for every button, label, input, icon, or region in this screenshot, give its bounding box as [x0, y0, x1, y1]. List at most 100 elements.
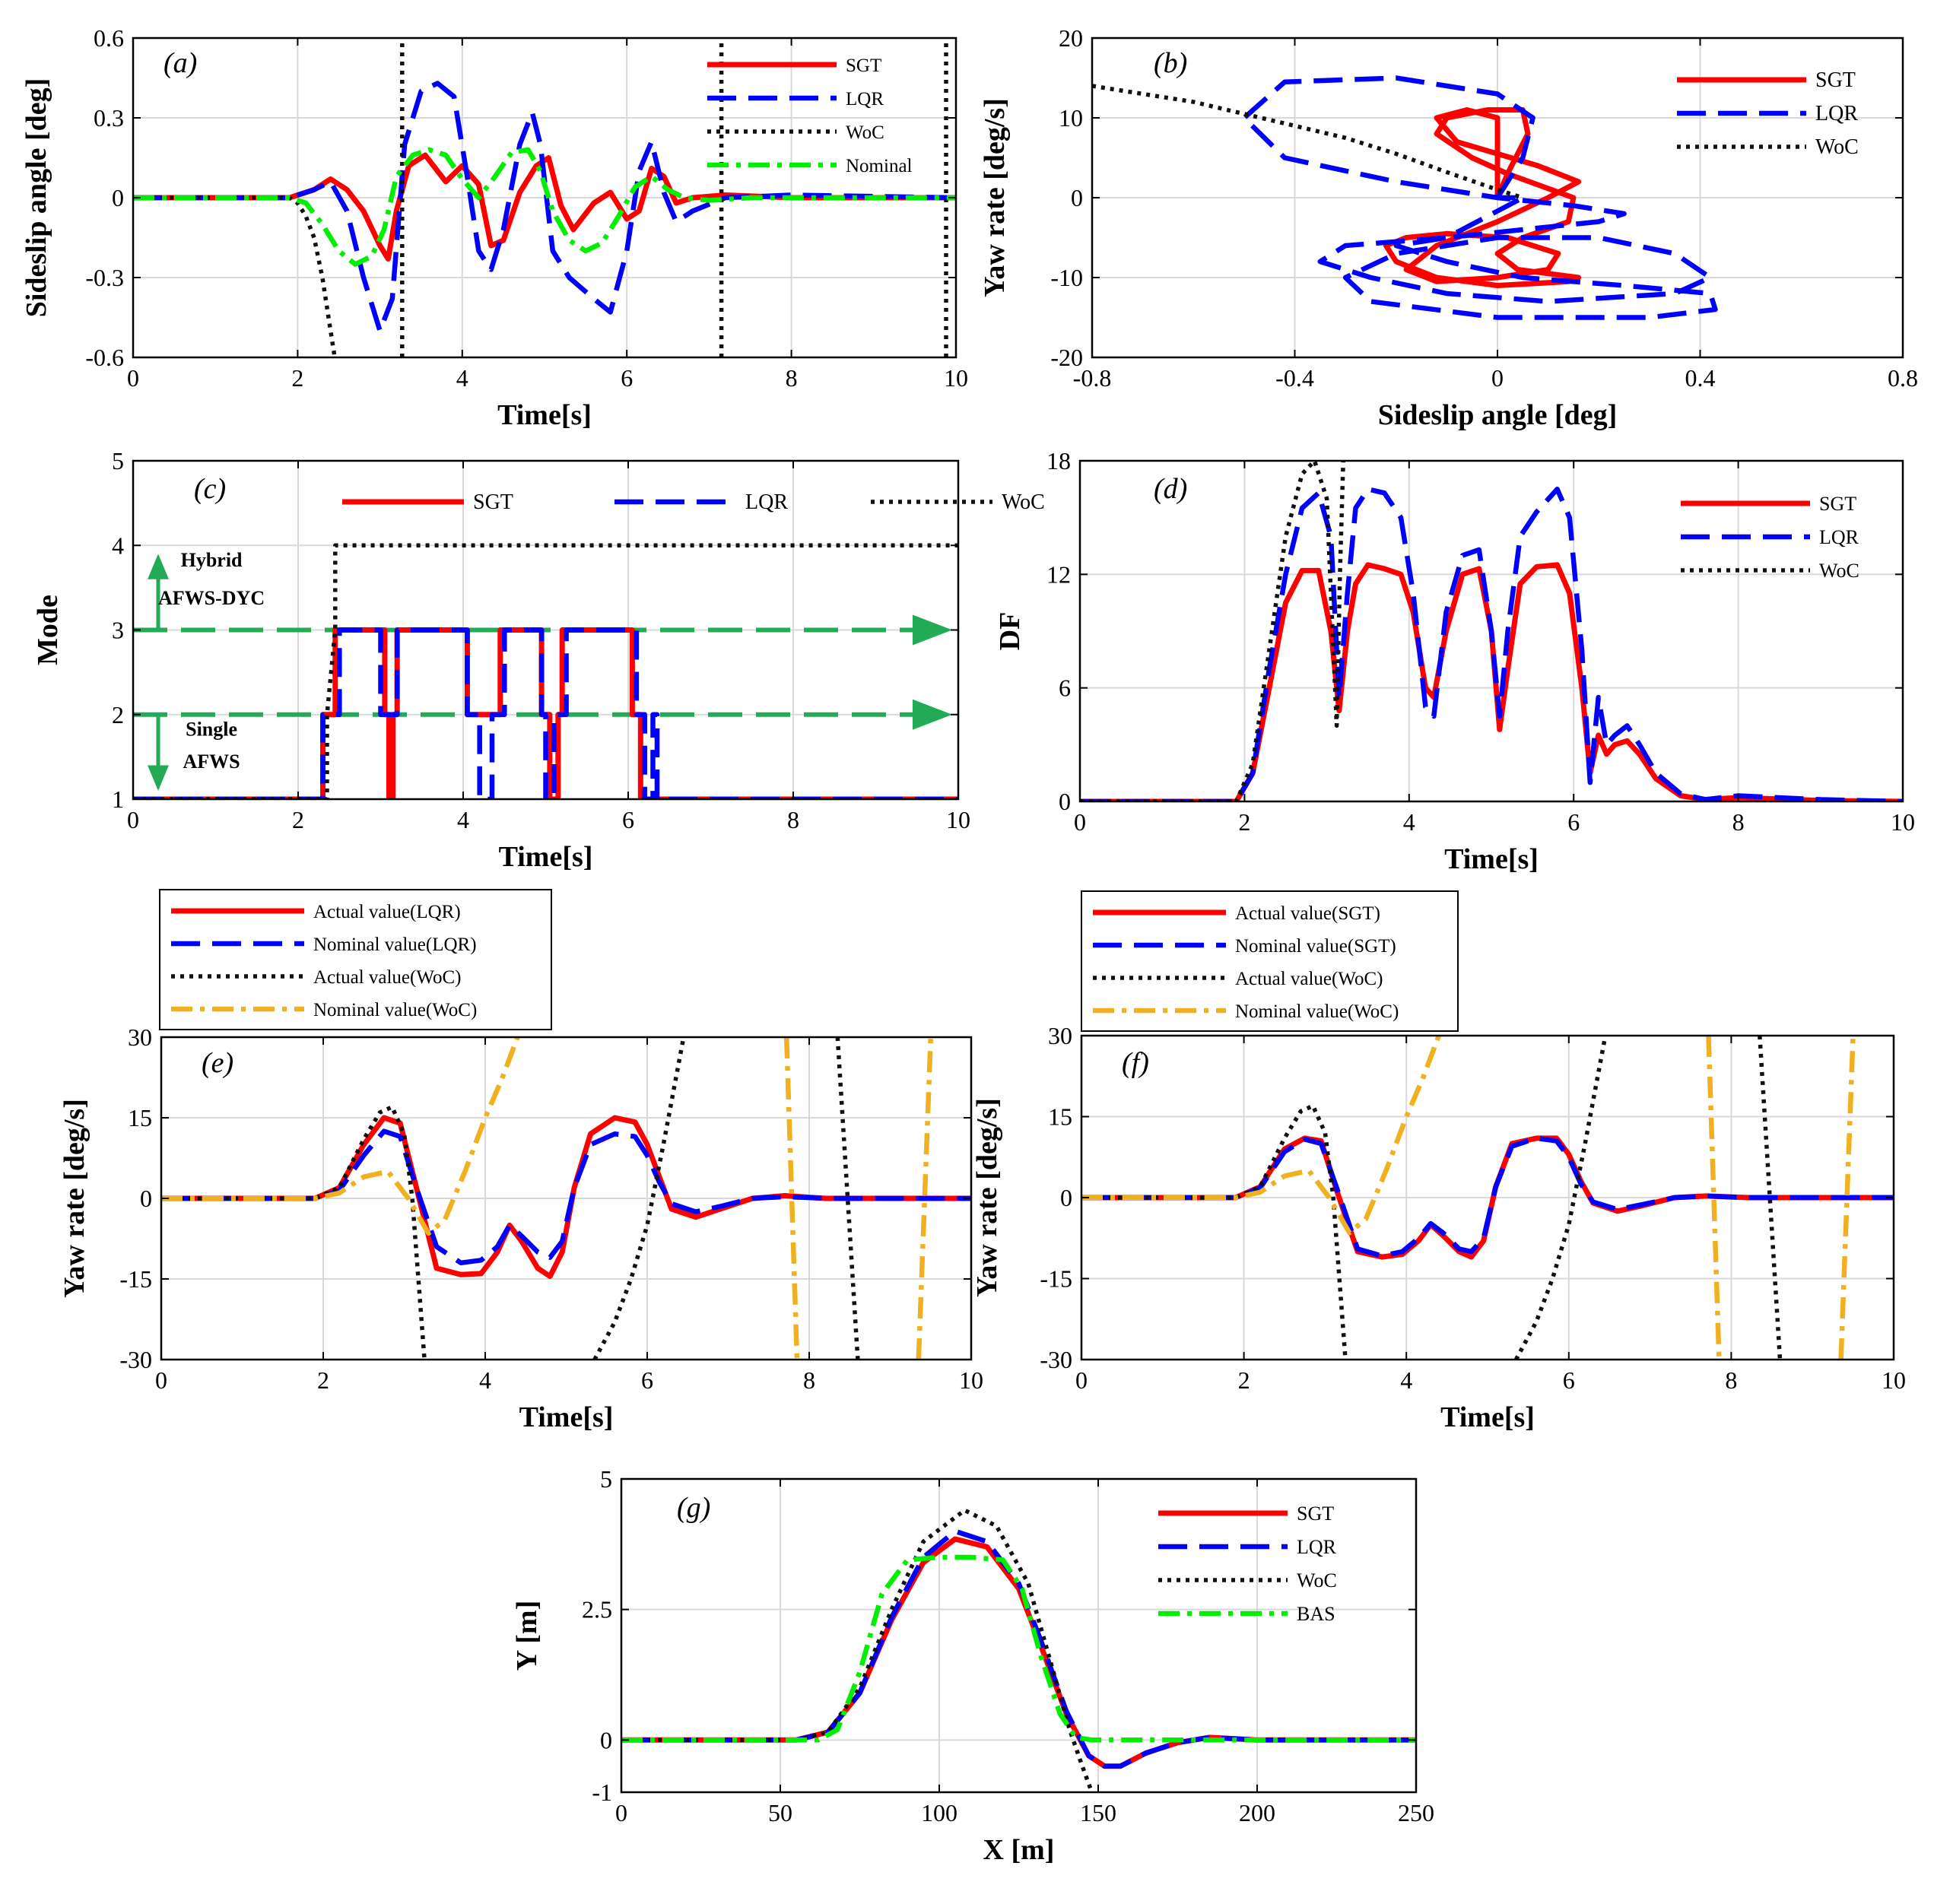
- legend-label: LQR: [846, 89, 884, 109]
- legend-label: Nominal value(WoC): [313, 1000, 477, 1020]
- panel-label: (b): [1154, 47, 1187, 79]
- x-axis-label: X [m]: [983, 1834, 1055, 1866]
- x-tick-label: 4: [1400, 1366, 1412, 1394]
- legend: SGT LQR WoC: [1677, 68, 1859, 159]
- y-tick-label: -1: [592, 1779, 612, 1806]
- series-group: [161, 1037, 971, 1360]
- legend-label: Actual value(SGT): [1235, 903, 1380, 924]
- y-axis-label: Yaw rate [deg/s]: [979, 98, 1011, 297]
- legend-label: WoC: [1297, 1569, 1337, 1591]
- legend-label: LQR: [745, 490, 788, 514]
- legend-label: SGT: [846, 56, 881, 76]
- y-tick-label: 12: [1046, 560, 1071, 588]
- series-group: [1081, 1036, 1894, 1360]
- x-tick-label: 8: [803, 1366, 815, 1394]
- x-tick-label: 0: [127, 806, 139, 833]
- legend-label: WoC: [1819, 560, 1859, 582]
- x-tick-label: 0: [1074, 808, 1086, 836]
- panel-label: (g): [677, 1492, 710, 1524]
- x-tick-label: 50: [768, 1799, 792, 1826]
- x-tick-label: 0: [1491, 364, 1504, 392]
- series-line-lqr: [1241, 75, 1718, 320]
- panel-label: (c): [194, 473, 226, 505]
- legend-label: Actual value(WoC): [1235, 969, 1383, 989]
- x-tick-label: 200: [1239, 1799, 1275, 1826]
- legend-label: LQR: [1297, 1536, 1337, 1558]
- legend: Actual value(LQR) Nominal value(LQR) Actua…: [159, 889, 552, 1030]
- y-axis-label: Sideslip angle [deg]: [21, 78, 52, 318]
- x-tick-label: 6: [622, 806, 634, 833]
- series-group: [621, 1508, 1416, 1792]
- series-line-nominal-value-woc-: [1706, 1036, 1722, 1360]
- legend-label: WoC: [1002, 490, 1045, 514]
- x-axis-label: Sideslip angle [deg]: [1378, 399, 1618, 431]
- y-tick-label: 6: [1059, 674, 1071, 702]
- x-tick-label: 0: [1075, 1366, 1088, 1394]
- y-tick-label: 0: [1071, 184, 1083, 211]
- x-tick-label: 4: [1403, 808, 1415, 836]
- y-tick-label: 0: [112, 184, 124, 211]
- series-line-actual-value-lqr-: [161, 1115, 971, 1279]
- x-tick-label: 2: [1238, 808, 1250, 836]
- x-tick-label: 8: [786, 364, 798, 392]
- y-tick-label: -0.6: [85, 344, 124, 371]
- y-axis-label: Y [m]: [511, 1601, 543, 1671]
- annotation: Hybrid: [181, 549, 243, 571]
- x-tick-label: 2: [292, 806, 304, 833]
- x-tick-label: 10: [1882, 1366, 1906, 1394]
- arrow-up-icon: [148, 554, 169, 579]
- panel-g: 0 50 100 150 200 250-102.55X [m]Y [m](g) SGTLQ…: [511, 1465, 1434, 1866]
- series-group: [1092, 75, 1718, 320]
- x-tick-label: 150: [1080, 1799, 1116, 1826]
- legend-label: Actual value(WoC): [313, 967, 461, 988]
- x-tick-label: 2: [317, 1366, 329, 1394]
- series-line-nominal-value-lqr-: [161, 1128, 971, 1266]
- y-tick-label: 18: [1046, 447, 1071, 474]
- y-tick-label: 5: [112, 447, 124, 474]
- x-tick-label: 8: [1725, 1366, 1737, 1394]
- x-axis-label: Time[s]: [1444, 843, 1539, 875]
- x-tick-label: 6: [1567, 808, 1580, 836]
- series-line-nominal-value-woc-: [916, 1037, 934, 1360]
- y-tick-label: 0: [600, 1726, 612, 1753]
- series-line-lqr: [621, 1528, 1416, 1769]
- x-axis-label: Time[s]: [1440, 1401, 1535, 1433]
- y-tick-label: 0.3: [94, 104, 124, 132]
- y-axis-label: Yaw rate [deg/s]: [971, 1098, 1003, 1297]
- y-tick-label: -0.3: [85, 264, 124, 291]
- series-line-nominal-value-woc-: [161, 1037, 520, 1236]
- legend-label: SGT: [1815, 68, 1856, 92]
- y-tick-label: 4: [112, 532, 124, 559]
- panel-c: 0 2 4 6 8 1012345Time[s]Mode(c)HybridAFWS-DYC…: [32, 447, 1045, 873]
- series-line-lqr: [1080, 487, 1903, 801]
- x-axis-label: Time[s]: [499, 841, 593, 873]
- panel-label: (e): [202, 1047, 233, 1079]
- legend-label: WoC: [1815, 135, 1859, 159]
- axes-frame: [620, 1477, 1418, 1794]
- y-tick-label: 20: [1059, 24, 1083, 52]
- x-axis-label: Time[s]: [497, 399, 592, 431]
- legend-label: Nominal value(LQR): [313, 935, 477, 955]
- y-tick-label: 2: [112, 701, 124, 728]
- y-tick-label: 5: [600, 1465, 612, 1493]
- y-tick-label: 30: [128, 1023, 152, 1051]
- series-line-woc: [1092, 84, 1524, 200]
- x-tick-label: 0: [155, 1366, 167, 1394]
- x-axis-label: Time[s]: [519, 1401, 614, 1433]
- y-tick-label: 0: [140, 1185, 152, 1212]
- x-tick-label: 4: [456, 364, 468, 392]
- panel-d: 0 2 4 6 8 10 0 6 12 18 Time[s] DF (d) SGT LQR WoC: [994, 447, 1915, 875]
- annotation: Single: [186, 719, 237, 741]
- annotation: AFWS: [183, 750, 240, 773]
- series-line-nominal-value-woc-: [783, 1037, 800, 1360]
- x-tick-label: 100: [921, 1799, 957, 1826]
- legend: SGT LQR WoC Nominal: [707, 56, 913, 176]
- y-tick-label: 0.6: [94, 24, 124, 52]
- series-line-actual-value-woc-: [161, 1105, 427, 1360]
- x-tick-label: 6: [1563, 1366, 1575, 1394]
- legend-label: LQR: [1815, 102, 1858, 125]
- x-tick-label: 0.4: [1685, 364, 1716, 392]
- y-tick-label: 15: [128, 1104, 152, 1131]
- series-line-bas: [621, 1554, 1416, 1743]
- panel-label: (a): [164, 47, 197, 79]
